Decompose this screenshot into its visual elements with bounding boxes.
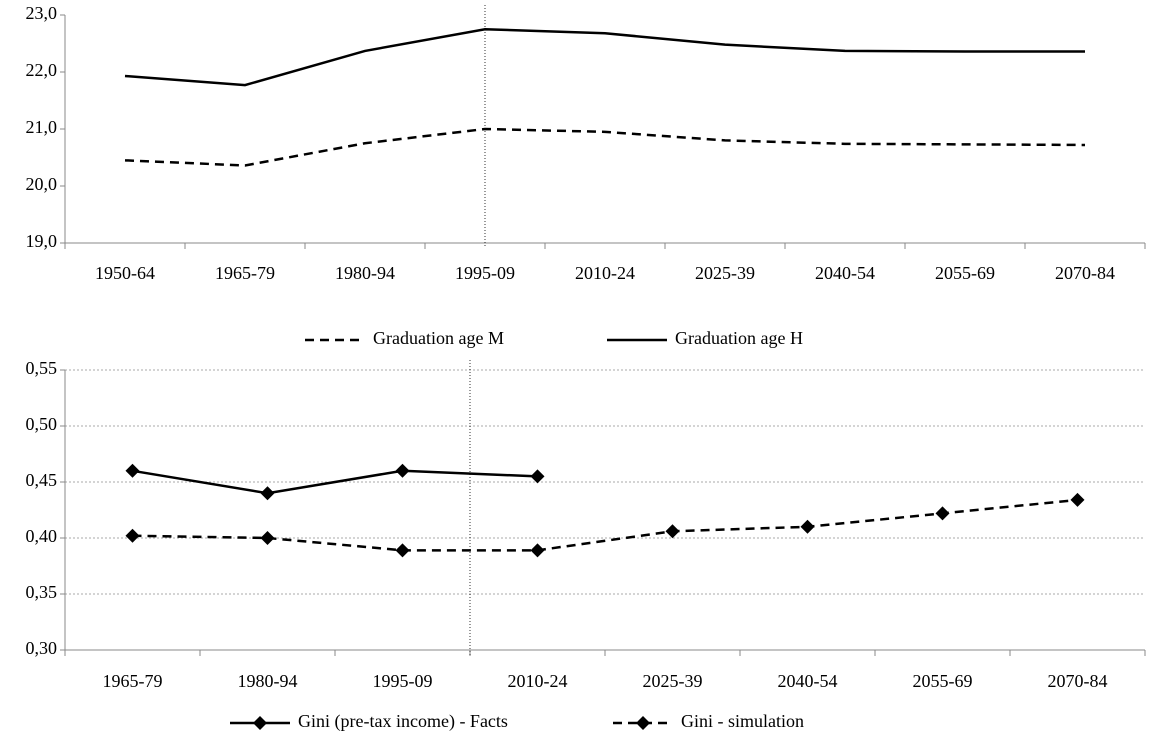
point-marker [395, 543, 410, 558]
legend-marker [636, 716, 650, 730]
series-line [124, 27, 1085, 87]
y-tick-label: 19,0 [26, 231, 58, 251]
y-tick-label: 20,0 [26, 174, 58, 194]
y-tick-label: 0,50 [26, 414, 58, 434]
y-tick-label: 23,0 [26, 3, 58, 23]
x-tick-label: 2055-69 [913, 671, 973, 691]
x-tick-label: 2010-24 [508, 671, 568, 691]
y-tick-label: 21,0 [26, 117, 58, 137]
point-marker [260, 486, 275, 501]
legend-label: Gini (pre-tax income) - Facts [298, 711, 508, 732]
point-marker [800, 519, 815, 534]
x-tick-label: 2040-54 [778, 671, 838, 691]
point-marker [1070, 492, 1085, 507]
point-marker [935, 506, 950, 521]
legend-label: Graduation age M [373, 328, 504, 348]
point-marker [665, 524, 680, 539]
x-tick-label: 2040-54 [815, 263, 875, 283]
series-line [124, 127, 1086, 167]
point-marker [125, 463, 140, 478]
point-marker [125, 528, 140, 543]
y-tick-label: 0,55 [26, 358, 58, 378]
x-tick-label: 2025-39 [695, 263, 755, 283]
y-tick-label: 0,40 [26, 526, 58, 546]
x-tick-label: 1995-09 [455, 263, 515, 283]
x-tick-label: 2055-69 [935, 263, 995, 283]
point-marker [395, 463, 410, 478]
x-tick-label: 1965-79 [215, 263, 275, 283]
x-tick-label: 1995-09 [373, 671, 433, 691]
y-tick-label: 0,45 [26, 470, 58, 490]
legend-marker [253, 716, 267, 730]
legend-label: Graduation age H [675, 328, 803, 348]
x-tick-label: 2070-84 [1055, 263, 1115, 283]
point-marker [260, 531, 275, 545]
y-tick-label: 22,0 [26, 60, 58, 80]
point-marker [530, 469, 545, 484]
point-marker [530, 543, 545, 558]
x-tick-label: 1980-94 [238, 671, 298, 691]
series-line [132, 498, 1078, 552]
series-line [132, 469, 538, 495]
x-tick-label: 1965-79 [103, 671, 163, 691]
y-tick-label: 0,35 [26, 582, 58, 602]
x-tick-label: 2010-24 [575, 263, 635, 283]
y-tick-label: 0,30 [26, 638, 58, 658]
legend-label: Gini - simulation [681, 711, 804, 731]
x-tick-label: 1980-94 [335, 263, 395, 283]
x-tick-label: 2070-84 [1048, 671, 1108, 691]
x-tick-label: 2025-39 [643, 671, 703, 691]
x-tick-label: 1950-64 [95, 263, 155, 283]
